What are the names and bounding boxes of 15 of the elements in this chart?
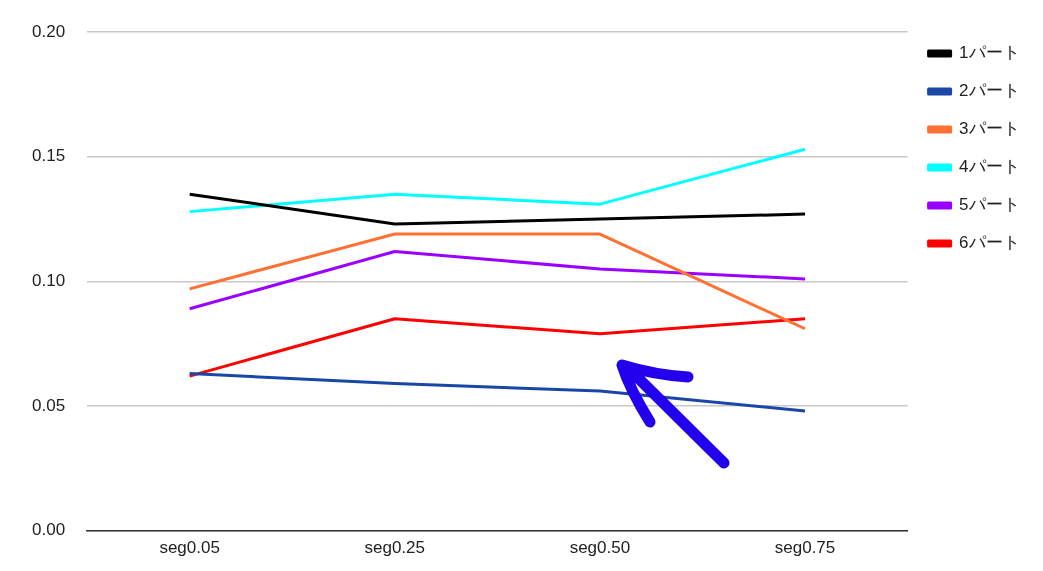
x-tick-label: seg0.50: [569, 538, 631, 558]
legend-label: 4パート: [959, 157, 1030, 177]
legend-label: 3パート: [959, 119, 1030, 139]
x-tick-label: seg0.25: [364, 538, 426, 558]
legend-label: 1パート: [959, 43, 1030, 63]
y-tick-label: 0.05: [31, 395, 66, 415]
y-tick-label: 0.20: [31, 21, 66, 41]
legend-label: 5パート: [959, 195, 1030, 215]
y-tick-label: 0.15: [31, 146, 66, 166]
x-tick-label: seg0.75: [774, 538, 836, 558]
legend-label: 2パート: [959, 81, 1030, 101]
y-tick-label: 0.00: [31, 520, 66, 540]
y-tick-label: 0.10: [31, 271, 66, 291]
x-tick-label: seg0.05: [159, 538, 220, 558]
legend-label: 6パート: [959, 233, 1030, 253]
